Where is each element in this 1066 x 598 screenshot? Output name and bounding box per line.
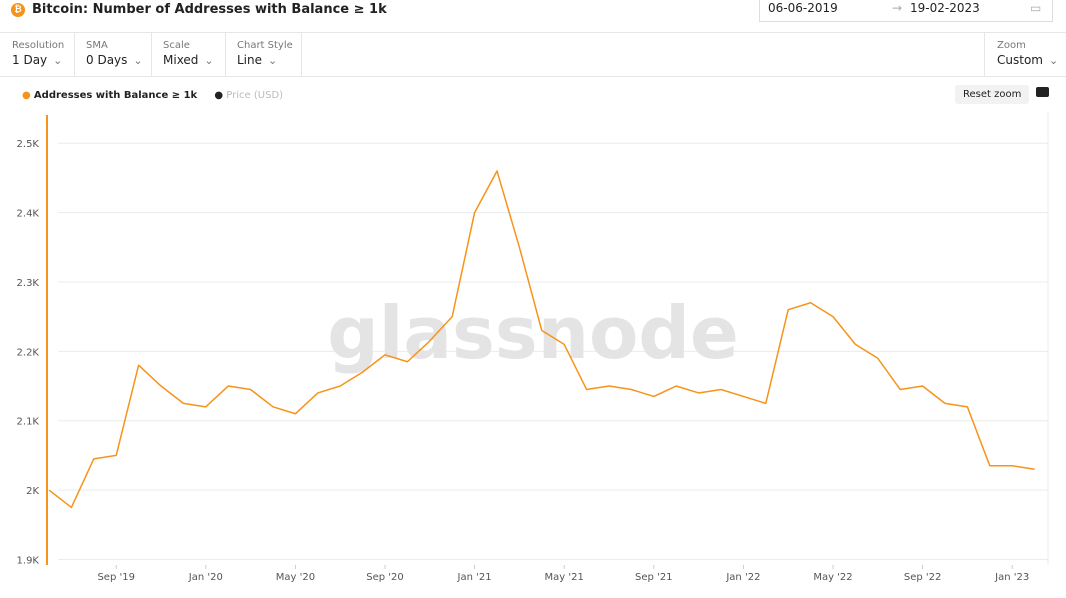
dropdown-label: SMA [86,40,108,51]
x-tick-label: Jan '21 [457,572,492,583]
dropdown[interactable]: Scale Mixed [151,33,226,76]
dropdown-label: Zoom [997,40,1026,51]
title: Bitcoin: Number of Addresses with Balanc… [32,2,387,17]
dropdown-value[interactable]: 0 Days [86,53,143,67]
date-to[interactable]: 19-02-2023 [910,1,980,15]
dropdown-value[interactable]: Mixed [163,53,214,67]
dropdown-label: Scale [163,40,190,51]
legend-dot: ● [214,90,224,101]
x-tick-label: May '20 [276,572,315,583]
legend-entry[interactable]: Addresses with Balance ≥ 1k [33,90,198,101]
legend-entry[interactable]: Price (USD) [226,90,284,101]
x-tick-label: Jan '23 [994,572,1029,583]
legend-dot: ● [22,90,31,101]
dropdown[interactable]: Chart Style Line [225,33,302,76]
x-tick-label: Jan '20 [188,572,223,583]
dropdown[interactable]: SMA 0 Days [74,33,152,76]
watermark: glassnode [327,291,739,375]
y-tick-label: 2.4K [17,209,40,220]
x-tick-label: May '22 [813,572,852,583]
x-tick-label: May '21 [545,572,584,583]
dropdown-value[interactable]: 1 Day [12,53,62,67]
y-tick-label: 2.1K [17,417,40,428]
y-tick-label: 1.9K [17,555,40,566]
toolbar: Resolution 1 Day SMA 0 Days Scale Mixed Chart … [0,32,1066,77]
y-tick-label: 2K [26,486,39,497]
bitcoin-icon: ₿ [11,3,25,17]
dropdown-label: Resolution [12,40,65,51]
y-tick-label: 2.5K [17,139,40,150]
dropdown-value[interactable]: Custom [997,53,1058,67]
zoom-dropdown[interactable]: Zoom Custom [984,33,1066,76]
x-tick-label: Sep '19 [97,572,135,583]
date-from[interactable]: 06-06-2019 [768,1,838,15]
dropdown[interactable]: Resolution 1 Day [0,33,75,76]
dropdown-label: Chart Style [237,40,293,51]
x-tick-label: Sep '20 [366,572,404,583]
legend: ● Addresses with Balance ≥ 1k ● Price (U… [22,90,283,101]
arrow: → [892,1,903,15]
calendar-icon[interactable]: ▭ [1030,1,1042,15]
date-range[interactable]: 06-06-2019 → 19-02-2023 ▭ [759,0,1053,22]
line-series [48,170,1035,509]
dropdown-value[interactable]: Line [237,53,277,67]
reset-zoom-button[interactable]: Reset zoom [955,85,1030,104]
x-tick-label: Sep '22 [904,572,942,583]
x-tick-label: Sep '21 [635,572,673,583]
y-tick-label: 2.2K [17,347,40,358]
camera-icon[interactable] [1036,87,1049,97]
y-tick-label: 2.3K [17,278,40,289]
x-tick-label: Jan '22 [725,572,760,583]
